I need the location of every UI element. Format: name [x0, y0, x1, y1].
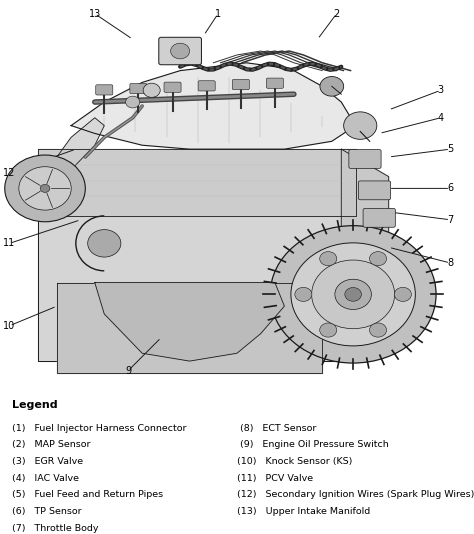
Text: 11: 11: [3, 238, 16, 248]
FancyBboxPatch shape: [130, 83, 147, 93]
Polygon shape: [38, 216, 341, 361]
FancyBboxPatch shape: [232, 80, 249, 90]
Circle shape: [291, 243, 415, 346]
FancyBboxPatch shape: [159, 37, 201, 65]
Text: 6: 6: [447, 183, 453, 193]
Text: (7)   Throttle Body: (7) Throttle Body: [12, 524, 98, 533]
Circle shape: [270, 226, 436, 363]
Text: 8: 8: [447, 258, 453, 268]
Text: (11)   PCV Valve: (11) PCV Valve: [237, 474, 313, 483]
Circle shape: [5, 155, 85, 222]
Circle shape: [143, 83, 160, 97]
Text: 3: 3: [438, 85, 444, 95]
Polygon shape: [341, 149, 389, 361]
Text: 2: 2: [333, 9, 340, 19]
Text: 7: 7: [447, 215, 454, 225]
Polygon shape: [47, 117, 104, 184]
Text: 13: 13: [89, 9, 101, 19]
FancyBboxPatch shape: [363, 208, 395, 227]
Polygon shape: [57, 282, 322, 373]
Text: (2)   MAP Sensor: (2) MAP Sensor: [12, 441, 91, 449]
Text: 4: 4: [438, 113, 444, 123]
Text: (8)   ECT Sensor: (8) ECT Sensor: [237, 423, 316, 433]
FancyBboxPatch shape: [198, 81, 215, 91]
FancyBboxPatch shape: [266, 78, 283, 88]
Text: Legend: Legend: [12, 399, 57, 410]
Circle shape: [319, 323, 337, 337]
Circle shape: [19, 167, 71, 210]
Text: (4)   IAC Valve: (4) IAC Valve: [12, 474, 79, 483]
Text: 12: 12: [3, 168, 16, 178]
Circle shape: [335, 279, 372, 310]
Text: (13)   Upper Intake Manifold: (13) Upper Intake Manifold: [237, 507, 370, 516]
Polygon shape: [95, 282, 284, 361]
Circle shape: [311, 260, 394, 329]
FancyBboxPatch shape: [164, 82, 181, 92]
Text: 5: 5: [447, 144, 454, 154]
Circle shape: [295, 287, 312, 301]
Circle shape: [320, 76, 344, 96]
Polygon shape: [38, 149, 356, 216]
Text: (10)   Knock Sensor (KS): (10) Knock Sensor (KS): [237, 457, 352, 466]
Text: (6)   TP Sensor: (6) TP Sensor: [12, 507, 82, 516]
Text: (9)   Engine Oil Pressure Switch: (9) Engine Oil Pressure Switch: [237, 441, 389, 449]
Circle shape: [171, 43, 190, 59]
Circle shape: [345, 287, 361, 301]
FancyBboxPatch shape: [358, 181, 391, 200]
Circle shape: [126, 96, 140, 108]
Text: (12)   Secondary Ignition Wires (Spark Plug Wires): (12) Secondary Ignition Wires (Spark Plu…: [237, 490, 474, 499]
FancyBboxPatch shape: [349, 150, 381, 168]
Text: (1)   Fuel Injector Harness Connector: (1) Fuel Injector Harness Connector: [12, 423, 186, 433]
Text: 1: 1: [215, 9, 221, 19]
Circle shape: [40, 184, 50, 192]
Circle shape: [370, 252, 386, 266]
Circle shape: [344, 112, 377, 139]
Circle shape: [319, 252, 337, 266]
FancyBboxPatch shape: [96, 85, 113, 95]
Text: 10: 10: [3, 321, 16, 331]
Text: (3)   EGR Valve: (3) EGR Valve: [12, 457, 83, 466]
Circle shape: [369, 323, 386, 337]
Polygon shape: [71, 63, 356, 149]
Text: 9: 9: [125, 366, 131, 376]
Circle shape: [394, 287, 411, 301]
Circle shape: [88, 230, 121, 257]
Text: (5)   Fuel Feed and Return Pipes: (5) Fuel Feed and Return Pipes: [12, 490, 163, 499]
